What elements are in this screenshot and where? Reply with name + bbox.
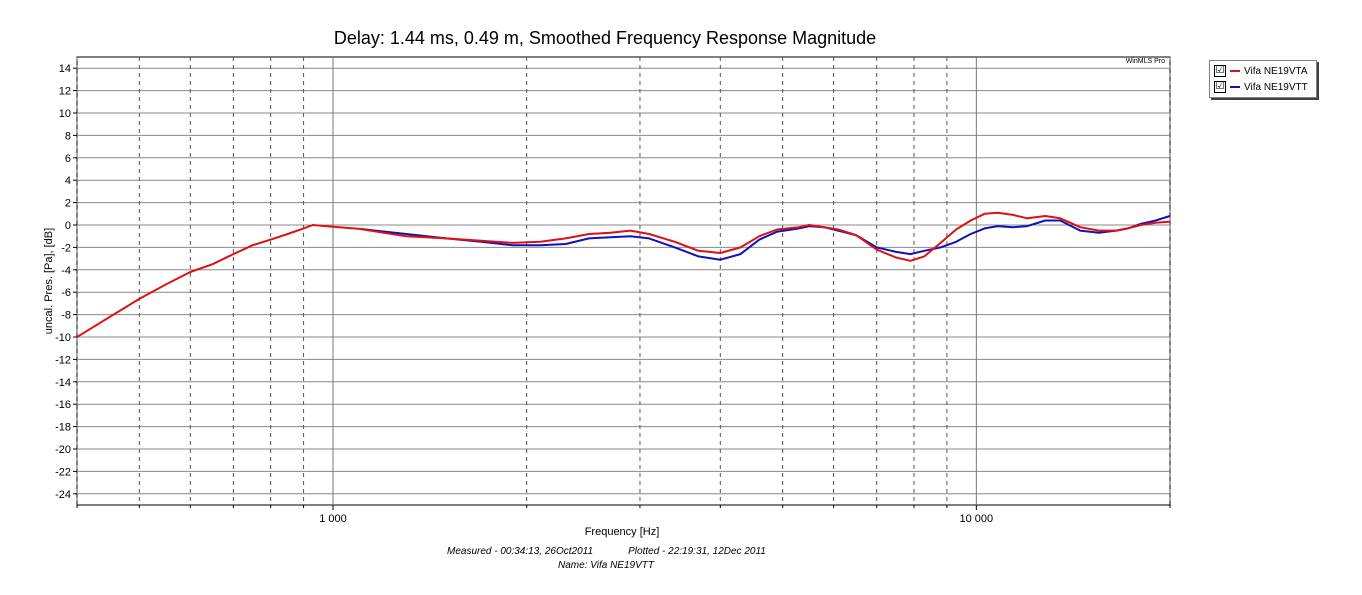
checkbox-vta[interactable]: ☑ xyxy=(1214,65,1226,77)
legend-swatch-vta xyxy=(1230,70,1240,72)
legend: ☑ Vifa NE19VTA ☑ Vifa NE19VTT xyxy=(1209,60,1317,98)
measurement-name: Name: Vifa NE19VTT xyxy=(558,560,655,571)
chart-title: Delay: 1.44 ms, 0.49 m, Smoothed Frequen… xyxy=(334,28,876,48)
plotted-timestamp: Plotted - 22:19:31, 12Dec 2011 xyxy=(628,546,766,557)
x-tick-label: 10 000 xyxy=(960,513,994,525)
y-tick-label: -12 xyxy=(55,354,71,366)
y-tick-label: 4 xyxy=(65,175,71,187)
y-tick-label: 0 xyxy=(65,220,71,232)
y-tick-label: 10 xyxy=(59,108,71,120)
y-tick-label: -22 xyxy=(55,466,71,478)
y-tick-label: -24 xyxy=(55,489,71,501)
checkbox-vtt[interactable]: ☑ xyxy=(1214,81,1226,93)
y-axis-ticks: 14 12 10 8 6 4 2 0 -2 -4 -6 -8 -10 -12 -14 -16 -18 -20 -22… xyxy=(55,63,77,501)
x-axis-ticks: 1 000 10 000 xyxy=(76,505,1171,525)
y-tick-label: -18 xyxy=(55,422,71,434)
y-tick-label: -14 xyxy=(55,377,71,389)
y-tick-label: 2 xyxy=(65,198,71,210)
y-tick-label: 12 xyxy=(59,86,71,98)
x-tick-label: 1 000 xyxy=(319,513,347,525)
y-tick-label: -20 xyxy=(55,444,71,456)
legend-label-vtt: Vifa NE19VTT xyxy=(1244,81,1308,93)
legend-item-vtt[interactable]: ☑ Vifa NE19VTT xyxy=(1214,79,1308,95)
series-line-vifa-ne19vta xyxy=(77,211,1170,338)
measured-timestamp: Measured - 00:34:13, 26Oct2011 xyxy=(447,546,593,557)
y-tick-label: 14 xyxy=(59,63,71,75)
x-axis-label: Frequency [Hz] xyxy=(585,526,660,538)
plot-area xyxy=(76,56,1171,506)
y-tick-label: -2 xyxy=(61,242,71,254)
y-tick-label: 8 xyxy=(65,130,71,142)
y-tick-label: -6 xyxy=(61,287,71,299)
series-line-vifa-ne19vtt xyxy=(359,214,1170,261)
y-tick-label: -16 xyxy=(55,399,71,411)
series-group xyxy=(77,211,1170,338)
y-tick-label: 6 xyxy=(65,153,71,165)
grid-lines xyxy=(76,57,1171,505)
y-tick-label: -8 xyxy=(61,310,71,322)
watermark-label: WinMLS Pro xyxy=(1126,58,1165,65)
y-tick-label: -10 xyxy=(55,332,71,344)
y-axis-label: uncal. Pres. [Pa], [dB] xyxy=(43,228,55,334)
legend-swatch-vtt xyxy=(1230,86,1240,88)
legend-item-vta[interactable]: ☑ Vifa NE19VTA xyxy=(1214,63,1308,79)
legend-label-vta: Vifa NE19VTA xyxy=(1244,65,1308,77)
y-tick-label: -4 xyxy=(61,265,71,277)
